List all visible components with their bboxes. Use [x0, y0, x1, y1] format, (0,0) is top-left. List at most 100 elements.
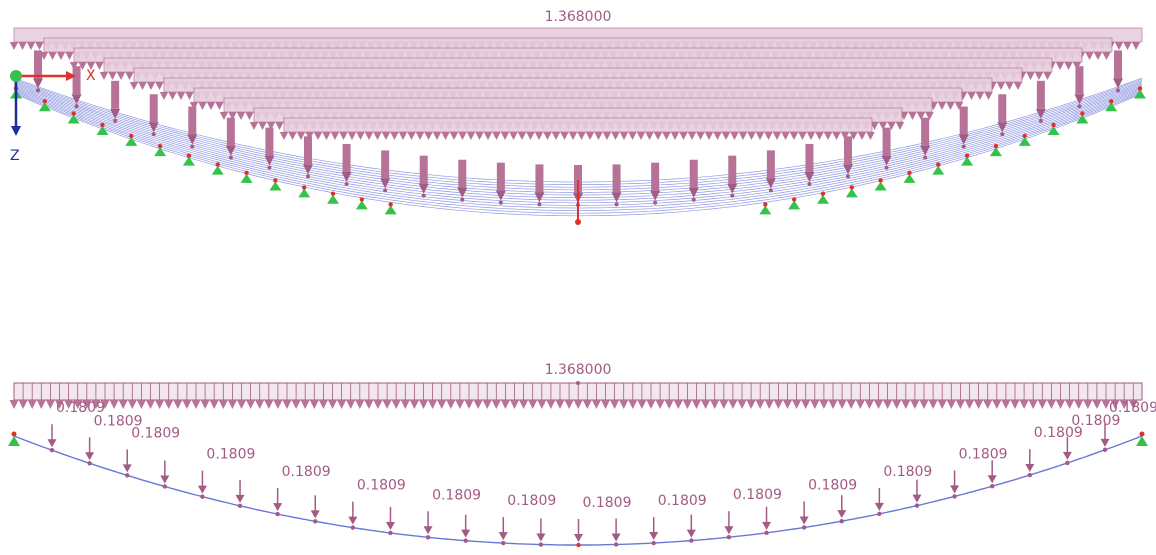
bottom-load-arrowhead — [9, 400, 19, 409]
bottom-load-arrowhead — [1046, 400, 1056, 409]
top-point-load-arrowhead — [110, 108, 121, 119]
top-point-load-shaft — [651, 162, 660, 191]
top-point-load-arrowhead — [765, 178, 776, 189]
top-load-arrowhead — [288, 132, 297, 140]
bottom-load-arrowhead — [400, 400, 410, 409]
bottom-load-arrowhead — [619, 400, 629, 409]
bottom-load-arrowhead — [1010, 400, 1020, 409]
point-load-arrowhead — [348, 516, 358, 525]
top-support-icon — [211, 165, 224, 175]
top-load-arrowhead — [967, 92, 976, 100]
top-point-load-shaft — [959, 106, 968, 135]
bottom-load-arrowhead — [218, 400, 228, 409]
cable-node — [87, 461, 92, 466]
top-load-arrowhead — [954, 102, 964, 110]
top-support-icon — [845, 188, 858, 198]
bottom-load-arrowhead — [846, 400, 856, 409]
top-point-load-arrowhead — [495, 190, 506, 201]
top-load-arrowhead — [1085, 52, 1094, 60]
point-load-arrowhead — [310, 510, 320, 519]
bottom-load-arrowhead — [773, 400, 783, 409]
bottom-load-arrowhead — [601, 400, 610, 409]
bottom-load-arrowhead — [974, 400, 984, 409]
bottom-support-icon — [8, 436, 20, 446]
bottom-load-arrowhead — [610, 400, 620, 409]
point-load-arrowhead — [423, 526, 433, 535]
top-load-arrowhead — [219, 112, 229, 120]
top-load-arrowhead — [857, 132, 867, 140]
top-load-arrowhead — [781, 132, 790, 140]
top-load-arrowhead — [245, 112, 254, 120]
bottom-load-arrowhead — [792, 400, 802, 409]
bottom-load-arrowhead — [227, 400, 237, 409]
top-load-arrowhead — [95, 62, 104, 70]
top-point-load-arrowhead — [1035, 108, 1046, 119]
bottom-load-arrowhead — [36, 400, 46, 409]
top-support-node — [273, 178, 278, 183]
point-load-value-label: 0.1809 — [808, 477, 857, 493]
cable-node — [764, 530, 769, 536]
bottom-load-arrowhead — [874, 400, 883, 409]
cable-node — [425, 535, 431, 540]
bottom-load-arrowhead — [309, 400, 319, 409]
top-point-load-arrowhead — [1074, 94, 1085, 105]
top-load-arrowhead — [713, 132, 722, 140]
top-point-load-arrowhead — [225, 145, 236, 156]
top-cable-node — [653, 200, 658, 205]
point-load-value-label: 0.1809 — [131, 425, 180, 441]
top-load-arrowhead — [602, 132, 612, 140]
top-cable-node — [421, 193, 426, 198]
top-cable-node — [768, 188, 773, 193]
cable-node — [162, 484, 168, 489]
bottom-load-arrowhead — [428, 400, 438, 409]
bottom-load-arrowhead — [728, 400, 738, 409]
top-load-arrowhead — [26, 42, 36, 50]
top-support-node — [71, 111, 76, 116]
bottom-load-arrowhead — [419, 400, 428, 409]
top-load-arrowhead — [653, 132, 663, 140]
top-point-load-shaft — [496, 162, 505, 191]
top-support-node — [878, 178, 883, 183]
top-load-arrowhead — [925, 112, 934, 120]
bottom-load-arrowhead — [55, 400, 64, 409]
top-point-load-arrowhead — [650, 190, 661, 201]
bottom-load-arrowhead — [300, 400, 310, 409]
top-cable-node — [1116, 88, 1120, 93]
top-point-load-arrowhead — [341, 171, 352, 182]
top-load-arrowhead — [432, 132, 442, 140]
top-support-node — [1137, 86, 1143, 91]
bottom-load-arrowhead — [45, 400, 55, 409]
top-load-arrowhead — [146, 82, 156, 90]
bottom-load-arrowhead — [801, 400, 811, 409]
top-support-icon — [240, 173, 253, 183]
z-axis-label: Z — [10, 148, 20, 164]
bottom-load-arrowhead — [500, 400, 510, 409]
cable-node — [1102, 447, 1108, 453]
top-load-arrowhead — [1131, 42, 1141, 50]
cable-node — [726, 534, 732, 540]
top-cable-node — [884, 165, 889, 170]
point-load-arrowhead — [874, 502, 884, 511]
top-support-node — [359, 197, 365, 202]
top-load-arrowhead — [1055, 62, 1065, 70]
bottom-load-arrowhead — [864, 400, 874, 409]
top-cable-node — [961, 144, 966, 149]
bottom-load-arrowhead — [937, 400, 947, 409]
bottom-load-arrowhead — [1119, 400, 1129, 409]
bottom-load-arrowhead — [446, 400, 456, 409]
bottom-load-arrowhead — [464, 400, 474, 409]
top-load-arrowhead — [500, 132, 510, 140]
top-load-arrowhead — [9, 42, 19, 50]
top-load-arrowhead — [870, 122, 879, 130]
point-load-value-label: 0.1809 — [1034, 425, 1083, 441]
cable-node — [952, 494, 957, 499]
bottom-load-arrowhead — [118, 400, 128, 409]
point-load-arrowhead — [536, 533, 546, 542]
bottom-load-arrowhead — [910, 400, 920, 409]
top-point-load-arrowhead — [33, 78, 43, 89]
top-cable-node — [923, 155, 928, 160]
point-load-value-label: 0.1809 — [733, 487, 782, 503]
bottom-load-arrowhead — [855, 400, 865, 409]
top-cable-node — [846, 174, 850, 179]
